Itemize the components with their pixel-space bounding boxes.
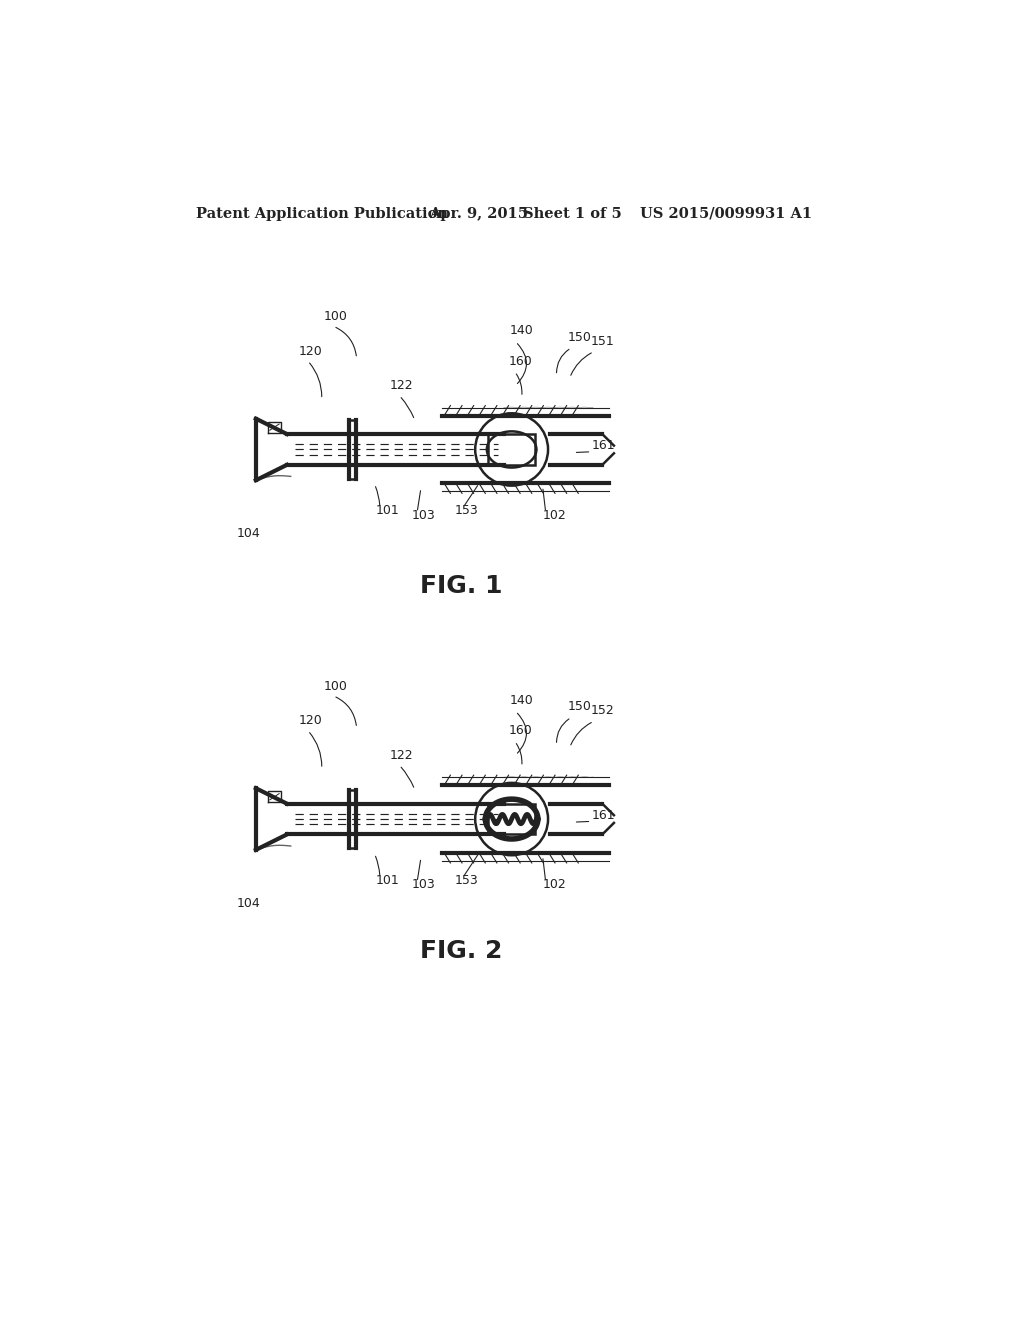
Text: 102: 102: [543, 878, 566, 891]
Text: 101: 101: [376, 874, 399, 887]
Text: FIG. 1: FIG. 1: [420, 574, 503, 598]
Text: 153: 153: [455, 504, 479, 517]
Text: 120: 120: [299, 714, 323, 727]
Text: 103: 103: [412, 508, 435, 521]
Text: 150: 150: [567, 331, 591, 345]
Text: 140: 140: [510, 323, 534, 337]
Text: 104: 104: [237, 896, 260, 909]
Text: 160: 160: [509, 725, 532, 738]
Text: US 2015/0099931 A1: US 2015/0099931 A1: [640, 207, 812, 220]
Text: 153: 153: [455, 874, 479, 887]
Text: 100: 100: [324, 680, 348, 693]
Bar: [488, 804, 536, 834]
Text: 151: 151: [591, 335, 614, 347]
Text: 120: 120: [299, 345, 323, 358]
Text: 160: 160: [509, 355, 532, 368]
Text: 150: 150: [567, 701, 591, 714]
Text: Patent Application Publication: Patent Application Publication: [197, 207, 449, 220]
Text: FIG. 2: FIG. 2: [420, 940, 503, 964]
Text: 152: 152: [591, 705, 614, 717]
Text: Apr. 9, 2015: Apr. 9, 2015: [429, 207, 527, 220]
Text: 103: 103: [412, 878, 435, 891]
Text: 122: 122: [390, 379, 414, 392]
Text: 104: 104: [237, 527, 260, 540]
Text: Sheet 1 of 5: Sheet 1 of 5: [523, 207, 622, 220]
Text: 101: 101: [376, 504, 399, 517]
Text: 161: 161: [592, 809, 615, 822]
Text: 140: 140: [510, 693, 534, 706]
Text: 122: 122: [390, 748, 414, 762]
Bar: [488, 434, 536, 465]
Text: 102: 102: [543, 508, 566, 521]
Text: 100: 100: [324, 310, 348, 323]
Text: 161: 161: [592, 440, 615, 453]
